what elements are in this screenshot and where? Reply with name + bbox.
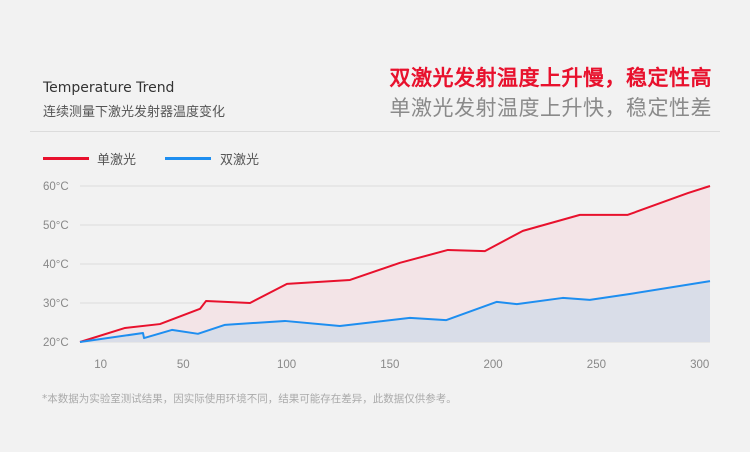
legend-label-dual: 双激光 [220, 153, 260, 168]
x-tick-label: 150 [380, 359, 399, 371]
y-tick-label: 40°C [43, 259, 69, 271]
chart-title: Temperature Trend [43, 80, 175, 96]
x-tick-label: 10 [94, 359, 107, 371]
y-tick-label: 30°C [43, 298, 69, 310]
x-tick-label: 50 [177, 359, 190, 371]
x-tick-label: 250 [587, 359, 606, 371]
footnote: *本数据为实验室测试结果，因实际使用环境不同，结果可能存在差异，此数据仅供参考。 [42, 393, 457, 405]
legend-swatch-dual [165, 157, 211, 160]
headline-dual: 双激光发射温度上升慢，稳定性高 [389, 66, 712, 90]
headline-single: 单激光发射温度上升快，稳定性差 [389, 96, 712, 120]
y-tick-label: 60°C [43, 181, 69, 193]
chart-subtitle: 连续测量下激光发射器温度变化 [43, 105, 226, 120]
y-tick-label: 50°C [43, 220, 69, 232]
legend-swatch-single [43, 157, 89, 160]
x-tick-label: 200 [484, 359, 503, 371]
divider [30, 131, 720, 132]
x-tick-label: 300 [690, 359, 709, 371]
series-line-dual [79, 280, 711, 343]
series-area-dual [80, 281, 710, 342]
x-tick-label: 100 [277, 359, 296, 371]
y-tick-label: 20°C [43, 337, 69, 349]
legend-label-single: 单激光 [97, 153, 137, 168]
series-line-single [79, 185, 711, 343]
